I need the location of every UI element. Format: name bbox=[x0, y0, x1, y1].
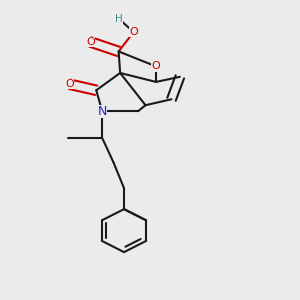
Text: O: O bbox=[86, 37, 95, 47]
Text: N: N bbox=[98, 105, 107, 118]
Text: O: O bbox=[129, 27, 138, 37]
Text: O: O bbox=[66, 79, 74, 89]
Text: O: O bbox=[152, 61, 160, 71]
Text: H: H bbox=[115, 14, 122, 24]
